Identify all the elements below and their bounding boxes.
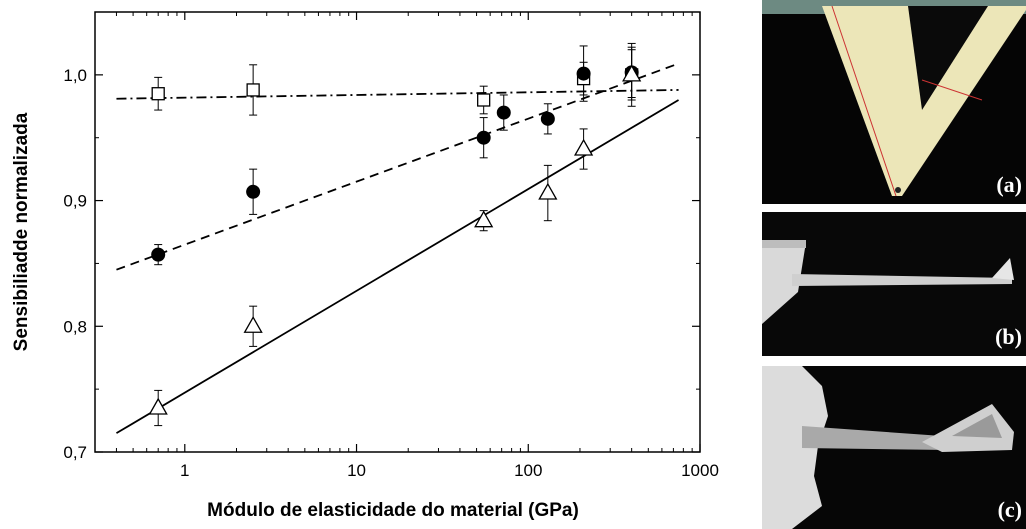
data-point-square — [246, 83, 260, 97]
fit-line-dashed — [116, 62, 679, 271]
photo-panel-a: (a) — [762, 0, 1026, 204]
panel-label-b: (b) — [995, 324, 1022, 349]
y-tick-label: 0,8 — [63, 317, 87, 336]
data-point-circle — [246, 184, 261, 199]
y-tick-label: 0,7 — [63, 443, 87, 462]
fit-line-solid — [115, 99, 680, 434]
data-point-circle — [496, 105, 511, 120]
y-tick-label: 1,0 — [63, 66, 87, 85]
loaded-cantilever-micrograph — [762, 366, 1014, 529]
y-tick-label: 0,9 — [63, 192, 87, 211]
v-cantilever-micrograph — [762, 0, 1026, 197]
x-tick-label: 1 — [180, 461, 189, 480]
data-point-square — [477, 93, 491, 107]
y-axis-title: Sensibiliadde normalizada — [11, 112, 32, 351]
x-tick-label: 10 — [347, 461, 366, 480]
panel-label-a: (a) — [996, 172, 1022, 197]
photo-panel-b: (b) — [762, 212, 1026, 356]
data-point-circle — [576, 66, 591, 81]
data-point-triangle — [622, 64, 642, 82]
rectangular-cantilever-micrograph — [762, 240, 1014, 324]
data-point-triangle — [474, 210, 494, 228]
data-point-circle — [151, 247, 166, 262]
data-point-square — [151, 87, 165, 101]
data-point-circle — [540, 111, 555, 126]
data-point-triangle — [148, 397, 168, 415]
data-markers — [148, 64, 642, 415]
data-point-triangle — [243, 315, 263, 333]
fit-line-dash-dot — [116, 89, 679, 100]
x-axis-title: Módulo de elasticidade do material (GPa) — [207, 500, 579, 521]
x-tick-label: 100 — [514, 461, 542, 480]
plot-frame — [94, 11, 701, 453]
panel-label-c: (c) — [997, 497, 1022, 522]
data-point-triangle — [573, 138, 594, 156]
x-tick-label: 1000 — [681, 461, 719, 480]
photo-panel-c: (c) — [762, 366, 1026, 529]
fit-lines — [115, 62, 680, 434]
axis-ticks: 1 10 100 1000 0,7 0,8 0,9 1,0 — [63, 12, 719, 480]
data-point-circle — [476, 130, 491, 145]
data-point-triangle — [538, 182, 558, 200]
